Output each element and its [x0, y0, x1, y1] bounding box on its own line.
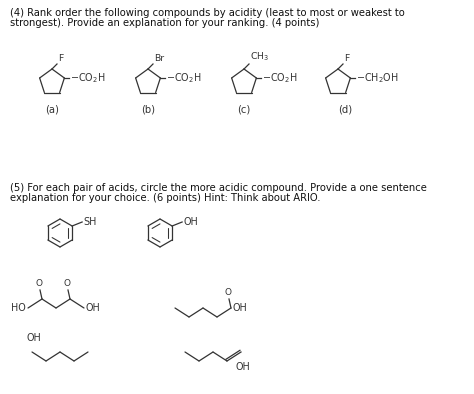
- Text: $-$CO$_2$H: $-$CO$_2$H: [166, 71, 201, 85]
- Text: OH: OH: [86, 303, 101, 313]
- Text: F: F: [344, 54, 349, 63]
- Text: (a): (a): [45, 104, 59, 114]
- Text: HO: HO: [11, 303, 26, 313]
- Text: F: F: [58, 54, 63, 63]
- Text: O: O: [225, 288, 231, 297]
- Text: OH: OH: [183, 217, 198, 227]
- Text: (4) Rank order the following compounds by acidity (least to most or weakest to: (4) Rank order the following compounds b…: [10, 8, 405, 18]
- Text: $-$CH$_2$OH: $-$CH$_2$OH: [356, 71, 399, 85]
- Text: $-$CO$_2$H: $-$CO$_2$H: [262, 71, 297, 85]
- Text: OH: OH: [236, 362, 250, 372]
- Text: $-$CO$_2$H: $-$CO$_2$H: [70, 71, 105, 85]
- Text: SH: SH: [83, 217, 97, 227]
- Text: O: O: [64, 279, 71, 288]
- Text: strongest). Provide an explanation for your ranking. (4 points): strongest). Provide an explanation for y…: [10, 18, 319, 28]
- Text: OH: OH: [27, 333, 41, 343]
- Text: (c): (c): [237, 104, 251, 114]
- Text: O: O: [36, 279, 43, 288]
- Text: Br: Br: [154, 54, 164, 63]
- Text: CH$_3$: CH$_3$: [250, 50, 269, 63]
- Text: explanation for your choice. (6 points) Hint: Think about ARIO.: explanation for your choice. (6 points) …: [10, 193, 320, 203]
- Text: (b): (b): [141, 104, 155, 114]
- Text: (5) For each pair of acids, circle the more acidic compound. Provide a one sente: (5) For each pair of acids, circle the m…: [10, 183, 427, 193]
- Text: OH: OH: [233, 303, 248, 313]
- Text: (d): (d): [338, 104, 352, 114]
